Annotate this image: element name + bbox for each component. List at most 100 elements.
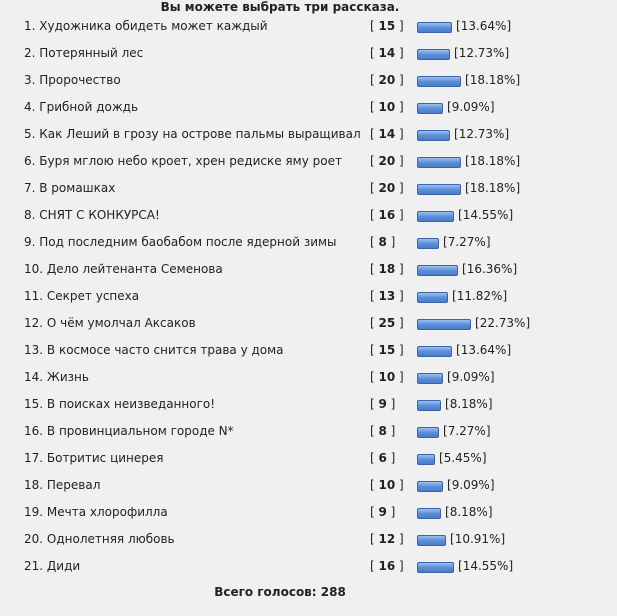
total-votes: Всего голосов: 288 [214, 585, 346, 599]
percent-label: [13.64%] [456, 19, 512, 33]
poll-option: 14. Жизнь [ 10 ] [9.09%] [24, 370, 614, 386]
percent-bar [417, 103, 443, 114]
poll-option: 15. В поисках неизведанного! [ 9 ] [8.18… [24, 397, 614, 413]
percent-label: [7.27%] [443, 235, 491, 249]
vote-count: [ 20 ] [370, 73, 404, 87]
vote-count: [ 25 ] [370, 316, 404, 330]
percent-label: [12.73%] [454, 127, 510, 141]
vote-count: [ 14 ] [370, 46, 404, 60]
percent-bar [417, 346, 452, 357]
poll-option: 10. Дело лейтенанта Семенова [ 18 ] [16.… [24, 262, 614, 278]
poll-option: 18. Перевал [ 10 ] [9.09%] [24, 478, 614, 494]
poll-option: 21. Диди [ 16 ] [14.55%] [24, 559, 614, 575]
percent-bar [417, 427, 439, 438]
percent-label: [9.09%] [447, 100, 495, 114]
percent-bar [417, 373, 443, 384]
vote-count: [ 14 ] [370, 127, 404, 141]
vote-count: [ 16 ] [370, 208, 404, 222]
poll-option: 6. Буря мглою небо кроет, хрен редиске я… [24, 154, 614, 170]
option-label: 12. О чём умолчал Аксаков [24, 316, 196, 330]
percent-bar [417, 184, 461, 195]
vote-count: [ 8 ] [370, 424, 396, 438]
vote-count: [ 16 ] [370, 559, 404, 573]
vote-count: [ 9 ] [370, 505, 396, 519]
percent-bar [417, 562, 454, 573]
vote-count: [ 8 ] [370, 235, 396, 249]
option-label: 5. Как Леший в грозу на острове пальмы в… [24, 127, 361, 141]
option-label: 10. Дело лейтенанта Семенова [24, 262, 223, 276]
vote-count: [ 6 ] [370, 451, 396, 465]
poll-option: 19. Мечта хлорофилла [ 9 ] [8.18%] [24, 505, 614, 521]
option-label: 9. Под последним баобабом после ядерной … [24, 235, 337, 249]
vote-count: [ 15 ] [370, 19, 404, 33]
vote-count: [ 9 ] [370, 397, 396, 411]
percent-bar [417, 22, 452, 33]
percent-bar [417, 49, 450, 60]
vote-count: [ 13 ] [370, 289, 404, 303]
option-label: 1. Художника обидеть может каждый [24, 19, 268, 33]
percent-label: [18.18%] [465, 154, 521, 168]
percent-label: [13.64%] [456, 343, 512, 357]
percent-bar [417, 157, 461, 168]
percent-bar [417, 265, 458, 276]
percent-bar [417, 292, 448, 303]
percent-bar [417, 211, 454, 222]
percent-bar [417, 400, 441, 411]
poll-option: 16. В провинциальном городе N* [ 8 ] [7.… [24, 424, 614, 440]
percent-label: [11.82%] [452, 289, 508, 303]
vote-count: [ 10 ] [370, 478, 404, 492]
percent-bar [417, 76, 461, 87]
option-label: 11. Секрет успеха [24, 289, 140, 303]
percent-label: [14.55%] [458, 208, 514, 222]
option-label: 14. Жизнь [24, 370, 89, 384]
option-label: 16. В провинциальном городе N* [24, 424, 234, 438]
percent-label: [9.09%] [447, 370, 495, 384]
percent-bar [417, 454, 435, 465]
option-label: 7. В ромашках [24, 181, 116, 195]
option-label: 15. В поисках неизведанного! [24, 397, 216, 411]
percent-bar [417, 130, 450, 141]
poll-option: 12. О чём умолчал Аксаков [ 25 ] [22.73%… [24, 316, 614, 332]
option-label: 6. Буря мглою небо кроет, хрен редиске я… [24, 154, 342, 168]
percent-label: [9.09%] [447, 478, 495, 492]
option-label: 8. СНЯТ С КОНКУРСА! [24, 208, 160, 222]
percent-label: [18.18%] [465, 73, 521, 87]
percent-label: [18.18%] [465, 181, 521, 195]
percent-label: [22.73%] [475, 316, 531, 330]
poll-option: 2. Потерянный лес [ 14 ] [12.73%] [24, 46, 614, 62]
percent-label: [12.73%] [454, 46, 510, 60]
vote-count: [ 20 ] [370, 181, 404, 195]
poll-option: 7. В ромашках [ 20 ] [18.18%] [24, 181, 614, 197]
option-label: 21. Диди [24, 559, 81, 573]
option-label: 17. Ботритис цинерея [24, 451, 164, 465]
percent-label: [5.45%] [439, 451, 487, 465]
vote-count: [ 20 ] [370, 154, 404, 168]
poll-option: 8. СНЯТ С КОНКУРСА! [ 16 ] [14.55%] [24, 208, 614, 224]
poll-option: 9. Под последним баобабом после ядерной … [24, 235, 614, 251]
poll-option: 4. Грибной дождь [ 10 ] [9.09%] [24, 100, 614, 116]
poll-option: 1. Художника обидеть может каждый [ 15 ]… [24, 19, 614, 35]
option-label: 13. В космосе часто снится трава у дома [24, 343, 284, 357]
poll-option: 13. В космосе часто снится трава у дома … [24, 343, 614, 359]
option-label: 2. Потерянный лес [24, 46, 144, 60]
vote-count: [ 10 ] [370, 100, 404, 114]
percent-label: [8.18%] [445, 397, 493, 411]
vote-count: [ 15 ] [370, 343, 404, 357]
percent-bar [417, 481, 443, 492]
vote-count: [ 12 ] [370, 532, 404, 546]
option-label: 4. Грибной дождь [24, 100, 139, 114]
percent-bar [417, 319, 471, 330]
percent-bar [417, 535, 446, 546]
option-label: 3. Пророчество [24, 73, 121, 87]
percent-label: [7.27%] [443, 424, 491, 438]
percent-bar [417, 238, 439, 249]
option-label: 18. Перевал [24, 478, 101, 492]
poll-heading: Вы можете выбрать три рассказа. [160, 0, 400, 14]
percent-label: [16.36%] [462, 262, 518, 276]
percent-label: [10.91%] [450, 532, 506, 546]
poll-option: 20. Однолетняя любовь [ 12 ] [10.91%] [24, 532, 614, 548]
vote-count: [ 10 ] [370, 370, 404, 384]
poll-option: 11. Секрет успеха [ 13 ] [11.82%] [24, 289, 614, 305]
poll-option: 17. Ботритис цинерея [ 6 ] [5.45%] [24, 451, 614, 467]
option-label: 19. Мечта хлорофилла [24, 505, 168, 519]
